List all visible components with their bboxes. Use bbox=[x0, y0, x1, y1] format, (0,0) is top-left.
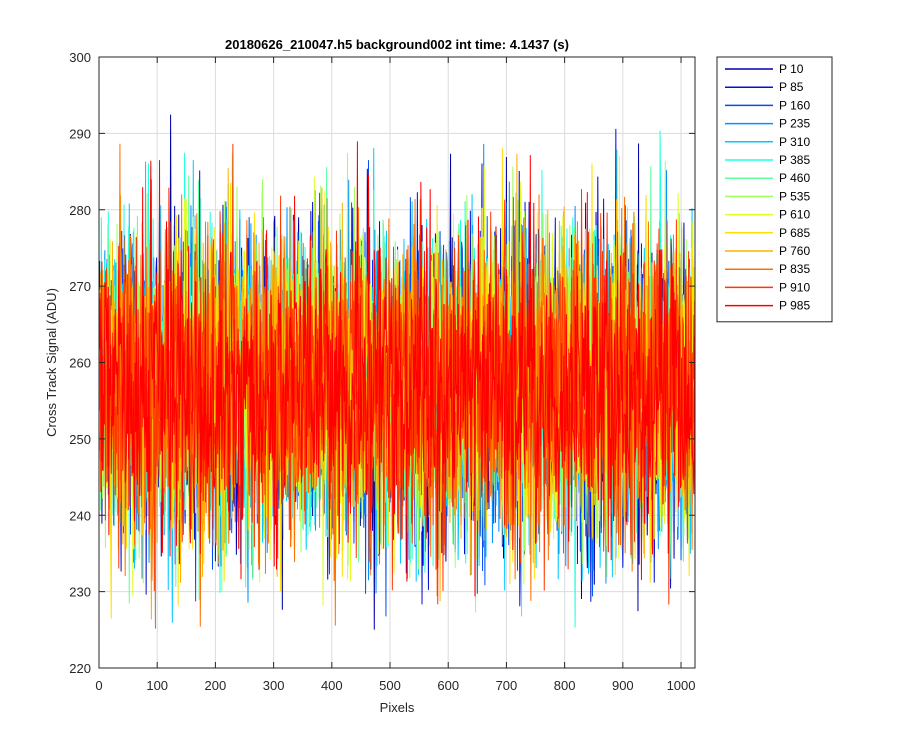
y-tick-label: 220 bbox=[69, 661, 91, 676]
legend-entry-label: P 685 bbox=[779, 226, 810, 240]
x-tick-label: 200 bbox=[205, 678, 227, 693]
y-tick-label: 280 bbox=[69, 203, 91, 218]
legend-entry-label: P 385 bbox=[779, 153, 810, 167]
legend-entry-label: P 310 bbox=[779, 135, 810, 149]
legend-entry-label: P 610 bbox=[779, 208, 810, 222]
x-tick-label: 900 bbox=[612, 678, 634, 693]
x-tick-label: 0 bbox=[95, 678, 102, 693]
axis-ticks: 0 100 200 300 400 500 600 700 800 900 1000 220 230 24… bbox=[69, 50, 695, 693]
y-axis-label: Cross Track Signal (ADU) bbox=[44, 288, 59, 437]
y-tick-label: 300 bbox=[69, 50, 91, 65]
x-tick-label: 1000 bbox=[667, 678, 696, 693]
legend-entry-label: P 160 bbox=[779, 98, 810, 112]
legend-entry-label: P 460 bbox=[779, 171, 810, 185]
y-tick-label: 290 bbox=[69, 126, 91, 141]
x-tick-label: 400 bbox=[321, 678, 343, 693]
y-tick-label: 250 bbox=[69, 432, 91, 447]
legend-entry-label: P 10 bbox=[779, 62, 804, 76]
x-axis-label: Pixels bbox=[380, 700, 415, 715]
legend-entry-label: P 85 bbox=[779, 80, 804, 94]
legend-entry-label: P 835 bbox=[779, 262, 810, 276]
x-tick-label: 600 bbox=[437, 678, 459, 693]
chart-title: 20180626_210047.h5 background002 int tim… bbox=[225, 37, 569, 52]
legend-box bbox=[716, 56, 833, 323]
series-line bbox=[99, 143, 696, 605]
legend-entry-label: P 235 bbox=[779, 117, 810, 131]
series-lines bbox=[99, 114, 696, 630]
series-line bbox=[99, 141, 696, 597]
legend: P 10 P 85 P 160 P 235 P 310 P 385 P 460 P 535 P … bbox=[716, 56, 833, 323]
y-tick-label: 230 bbox=[69, 585, 91, 600]
y-tick-label: 260 bbox=[69, 356, 91, 371]
x-tick-label: 700 bbox=[496, 678, 518, 693]
x-tick-label: 100 bbox=[146, 678, 168, 693]
legend-entry-label: P 535 bbox=[779, 189, 810, 203]
legend-entry-label: P 985 bbox=[779, 299, 810, 313]
legend-entry-label: P 910 bbox=[779, 280, 810, 294]
x-tick-label: 800 bbox=[554, 678, 576, 693]
y-tick-label: 240 bbox=[69, 508, 91, 523]
y-tick-label: 270 bbox=[69, 279, 91, 294]
x-tick-label: 500 bbox=[379, 678, 401, 693]
legend-entry-label: P 760 bbox=[779, 244, 810, 258]
x-tick-label: 300 bbox=[263, 678, 285, 693]
